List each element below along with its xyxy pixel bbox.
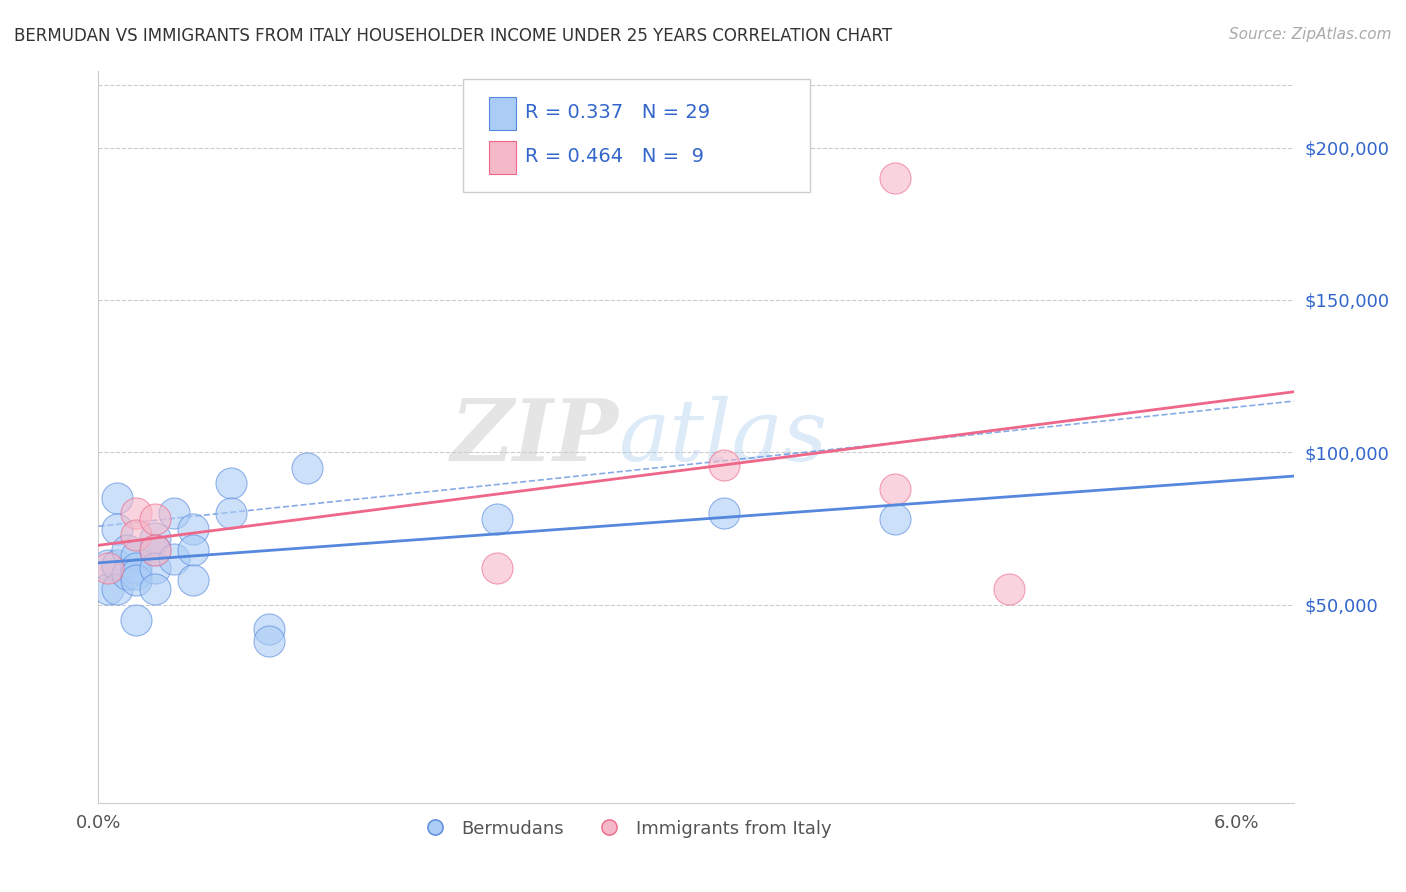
Text: ZIP: ZIP	[450, 395, 619, 479]
Point	[884, 171, 907, 186]
Point	[125, 567, 148, 582]
Point	[105, 491, 128, 505]
Point	[485, 512, 508, 526]
Legend: Bermudans, Immigrants from Italy: Bermudans, Immigrants from Italy	[409, 813, 839, 845]
Point	[125, 549, 148, 563]
Point	[105, 558, 128, 573]
Point	[181, 521, 204, 535]
FancyBboxPatch shape	[463, 78, 810, 192]
Point	[143, 542, 166, 557]
Point	[125, 613, 148, 627]
Point	[884, 512, 907, 526]
Point	[143, 561, 166, 575]
Point	[181, 574, 204, 588]
Point	[97, 558, 120, 573]
Point	[219, 475, 242, 490]
Point	[105, 582, 128, 597]
Point	[125, 506, 148, 520]
Point	[105, 521, 128, 535]
Point	[295, 460, 318, 475]
Point	[97, 582, 120, 597]
Point	[713, 458, 735, 472]
Text: Source: ZipAtlas.com: Source: ZipAtlas.com	[1229, 27, 1392, 42]
Text: BERMUDAN VS IMMIGRANTS FROM ITALY HOUSEHOLDER INCOME UNDER 25 YEARS CORRELATION : BERMUDAN VS IMMIGRANTS FROM ITALY HOUSEH…	[14, 27, 893, 45]
Point	[998, 582, 1021, 597]
Point	[143, 531, 166, 545]
Text: atlas: atlas	[619, 396, 827, 478]
Point	[181, 542, 204, 557]
Point	[485, 561, 508, 575]
Point	[257, 622, 280, 636]
Text: R = 0.337   N = 29: R = 0.337 N = 29	[524, 103, 710, 122]
Point	[125, 527, 148, 541]
Point	[257, 634, 280, 648]
Point	[219, 506, 242, 520]
Point	[115, 567, 138, 582]
Point	[143, 512, 166, 526]
Point	[713, 506, 735, 520]
Point	[125, 561, 148, 575]
Point	[125, 574, 148, 588]
Point	[143, 582, 166, 597]
Text: R = 0.464   N =  9: R = 0.464 N = 9	[524, 147, 704, 167]
Point	[163, 506, 186, 520]
Point	[163, 552, 186, 566]
Point	[143, 542, 166, 557]
Point	[115, 542, 138, 557]
Point	[884, 482, 907, 496]
Bar	[489, 141, 516, 174]
Point	[97, 561, 120, 575]
Bar	[489, 97, 516, 130]
